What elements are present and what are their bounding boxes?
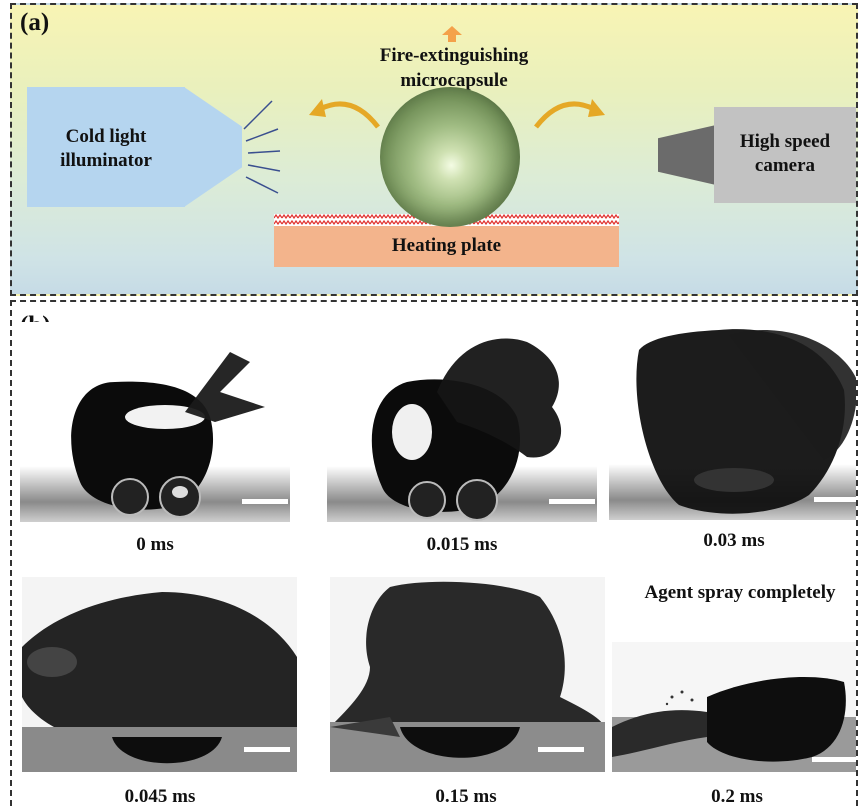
frame-0.03ms [609, 320, 856, 520]
frame-time-label: 0.15 ms [435, 786, 497, 806]
panel-a-label: (a) [20, 9, 50, 36]
panel-b-high-speed-frames: (b) 0 ms [10, 300, 858, 806]
right-rotation-arrow-icon [534, 99, 605, 129]
frame-time-label: 0.045 ms [124, 786, 196, 806]
frame-time-label: 0.03 ms [703, 530, 765, 551]
microcapsule-label: Fire-extinguishing microcapsule [379, 45, 529, 91]
frame-0.2ms [612, 642, 856, 772]
heating-plate [274, 225, 619, 267]
microcapsule-sphere [380, 87, 520, 227]
frame-time-label: 0.2 ms [711, 786, 763, 806]
agent-spray-note: Agent spray completely [644, 582, 836, 603]
frame-0.045ms [22, 577, 297, 772]
frame-0.15ms [330, 577, 605, 772]
scale-bar [549, 499, 595, 504]
up-arrow-icon [442, 26, 462, 42]
scale-bar [812, 757, 856, 762]
frame-time-label: 0 ms [136, 534, 174, 555]
scale-bar [814, 497, 856, 502]
panel-a-setup-schematic: (a) Cold light illuminator Fire-extingui… [10, 3, 858, 296]
heating-plate-label: Heating plate [391, 235, 502, 256]
left-rotation-arrow-icon [309, 99, 380, 129]
scale-bar [538, 747, 584, 752]
scale-bar [242, 499, 288, 504]
camera-label: High speed camera [739, 131, 831, 176]
illuminator-label: Cold light illuminator [60, 126, 152, 171]
camera-lens [658, 125, 716, 185]
cold-light-illuminator [27, 87, 185, 207]
frame-time-label: 0.015 ms [426, 534, 498, 555]
illuminator-nozzle [184, 87, 242, 207]
scale-bar [244, 747, 290, 752]
high-speed-camera [714, 107, 856, 203]
frame-0ms [20, 322, 290, 522]
light-rays [243, 100, 281, 194]
frame-0.015ms [327, 322, 597, 522]
